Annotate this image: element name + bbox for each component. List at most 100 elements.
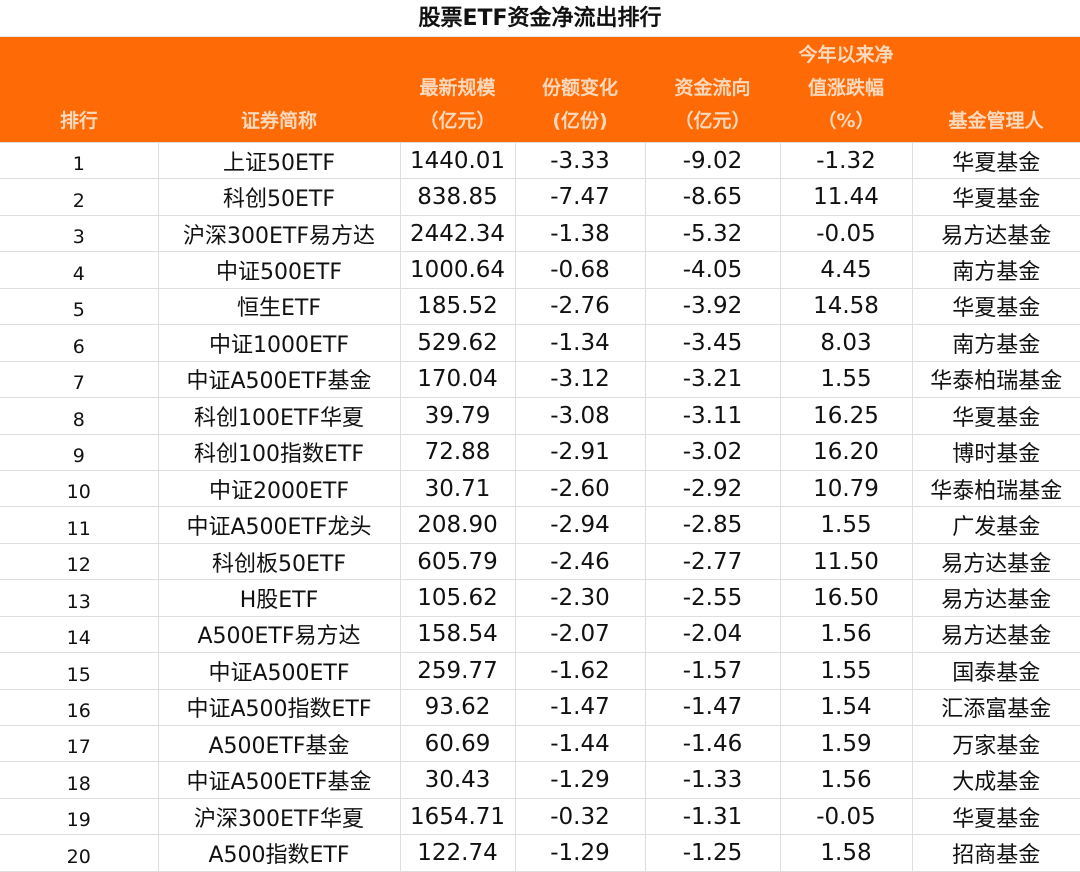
cell-manager: 华夏基金 [911,797,1080,836]
table-row: 9 科创100指数ETF 72.88 -2.91 -3.02 16.20 博时基金 [0,433,1080,471]
cell-rank: 1 [0,141,159,180]
cell-name: 中证500ETF [157,251,401,289]
cell-ytd: -0.05 [779,214,913,253]
cell-manager: 广发基金 [911,506,1080,544]
cell-manager: 华夏基金 [911,178,1080,216]
cell-manager: 万家基金 [911,724,1080,763]
cell-rank: 4 [0,251,159,289]
table-row: 16 中证A500指数ETF 93.62 -1.47 -1.47 1.54 汇添富基金 [0,688,1080,727]
cell-flow: -2.77 [644,542,781,581]
header-ytd: 今年以来净值涨跌幅 （%） [780,37,912,143]
cell-flow: -1.46 [644,724,781,763]
header-ytd-line2: 值涨跌幅 [807,77,884,99]
cell-flow: -1.33 [644,761,781,799]
cell-manager: 大成基金 [911,761,1080,799]
cell-rank: 2 [0,178,159,216]
cell-flow: -2.55 [644,579,781,617]
cell-manager: 易方达基金 [911,214,1080,253]
cell-flow: -5.32 [644,214,781,253]
cell-flow: -3.21 [644,360,781,399]
header-ytd-line3: （%） [817,110,875,132]
cell-rank: 7 [0,360,159,399]
cell-scale: 1440.01 [399,141,516,180]
header-manager: 基金管理人 [912,37,1080,143]
cell-manager: 华夏基金 [911,141,1080,180]
cell-share-change: -1.44 [514,724,646,763]
table-row: 4 中证500ETF 1000.64 -0.68 -4.05 4.45 南方基金 [0,251,1080,289]
cell-share-change: -3.33 [514,141,646,180]
cell-scale: 170.04 [399,360,516,399]
header-flow-line2: （亿元） [674,110,751,132]
cell-ytd: 1.56 [779,761,913,799]
cell-rank: 5 [0,287,159,326]
table-row: 12 科创板50ETF 605.79 -2.46 -2.77 11.50 易方达基金 [0,542,1080,581]
cell-share-change: -2.91 [514,433,646,471]
table-title: 股票ETF资金净流出排行 [0,0,1080,37]
cell-flow: -3.45 [644,324,781,362]
cell-share-change: -2.94 [514,506,646,544]
cell-scale: 93.62 [399,688,516,727]
cell-scale: 30.43 [399,761,516,799]
cell-share-change: -0.32 [514,797,646,836]
cell-scale: 259.77 [399,652,516,690]
cell-rank: 18 [0,761,159,799]
cell-rank: 3 [0,214,159,253]
cell-share-change: -2.46 [514,542,646,581]
cell-ytd: -0.05 [779,797,913,836]
cell-rank: 8 [0,397,159,435]
table-row: 11 中证A500ETF龙头 208.90 -2.94 -2.85 1.55 广发基金 [0,506,1080,544]
cell-scale: 30.71 [399,469,516,508]
cell-manager: 华夏基金 [911,287,1080,326]
cell-name: 科创100指数ETF [157,433,401,471]
cell-rank: 13 [0,579,159,617]
cell-ytd: -1.32 [779,141,913,180]
cell-share-change: -1.38 [514,214,646,253]
header-flow-line1: 资金流向 [674,77,751,99]
table-row: 8 科创100ETF华夏 39.79 -3.08 -3.11 16.25 华夏基金 [0,397,1080,435]
cell-ytd: 4.45 [779,251,913,289]
cell-ytd: 1.59 [779,724,913,763]
cell-name: 科创50ETF [157,178,401,216]
cell-scale: 105.62 [399,579,516,617]
cell-scale: 158.54 [399,615,516,654]
cell-ytd: 10.79 [779,469,913,508]
table-row: 1 上证50ETF 1440.01 -3.33 -9.02 -1.32 华夏基金 [0,141,1080,180]
header-ytd-line1: 今年以来净 [798,44,894,66]
cell-name: A500ETF基金 [157,724,401,763]
cell-name: 科创100ETF华夏 [157,397,401,435]
cell-rank: 9 [0,433,159,471]
header-rank: 排行 [0,37,158,143]
cell-name: 中证A500ETF龙头 [157,506,401,544]
cell-rank: 6 [0,324,159,362]
cell-scale: 185.52 [399,287,516,326]
etf-outflow-table: 排行 证券简称 最新规模 （亿元） 份额变化 (亿份) 资金流向 （亿元） 今年以来净… [0,37,1080,872]
cell-name: A500ETF易方达 [157,615,401,654]
cell-flow: -3.92 [644,287,781,326]
cell-share-change: -2.60 [514,469,646,508]
header-scale-line2: （亿元） [419,110,496,132]
header-share-change: 份额变化 (亿份) [515,37,645,143]
header-row: 排行 证券简称 最新规模 （亿元） 份额变化 (亿份) 资金流向 （亿元） 今年以来净… [0,37,1080,143]
cell-ytd: 8.03 [779,324,913,362]
cell-manager: 华泰柏瑞基金 [911,360,1080,399]
cell-flow: -1.31 [644,797,781,836]
cell-flow: -1.57 [644,652,781,690]
cell-flow: -1.47 [644,688,781,727]
table-row: 2 科创50ETF 838.85 -7.47 -8.65 11.44 华夏基金 [0,178,1080,216]
cell-scale: 605.79 [399,542,516,581]
table-row: 6 中证1000ETF 529.62 -1.34 -3.45 8.03 南方基金 [0,324,1080,362]
cell-name: 上证50ETF [157,141,401,180]
cell-share-change: -2.76 [514,287,646,326]
cell-name: 中证A500指数ETF [157,688,401,727]
table-row: 14 A500ETF易方达 158.54 -2.07 -2.04 1.56 易方达基金 [0,615,1080,654]
cell-share-change: -1.34 [514,324,646,362]
cell-share-change: -1.29 [514,761,646,799]
cell-flow: -3.11 [644,397,781,435]
cell-ytd: 16.20 [779,433,913,471]
cell-rank: 15 [0,652,159,690]
cell-rank: 14 [0,615,159,654]
cell-flow: -2.85 [644,506,781,544]
cell-rank: 19 [0,797,159,836]
cell-ytd: 1.55 [779,506,913,544]
cell-flow: -2.04 [644,615,781,654]
